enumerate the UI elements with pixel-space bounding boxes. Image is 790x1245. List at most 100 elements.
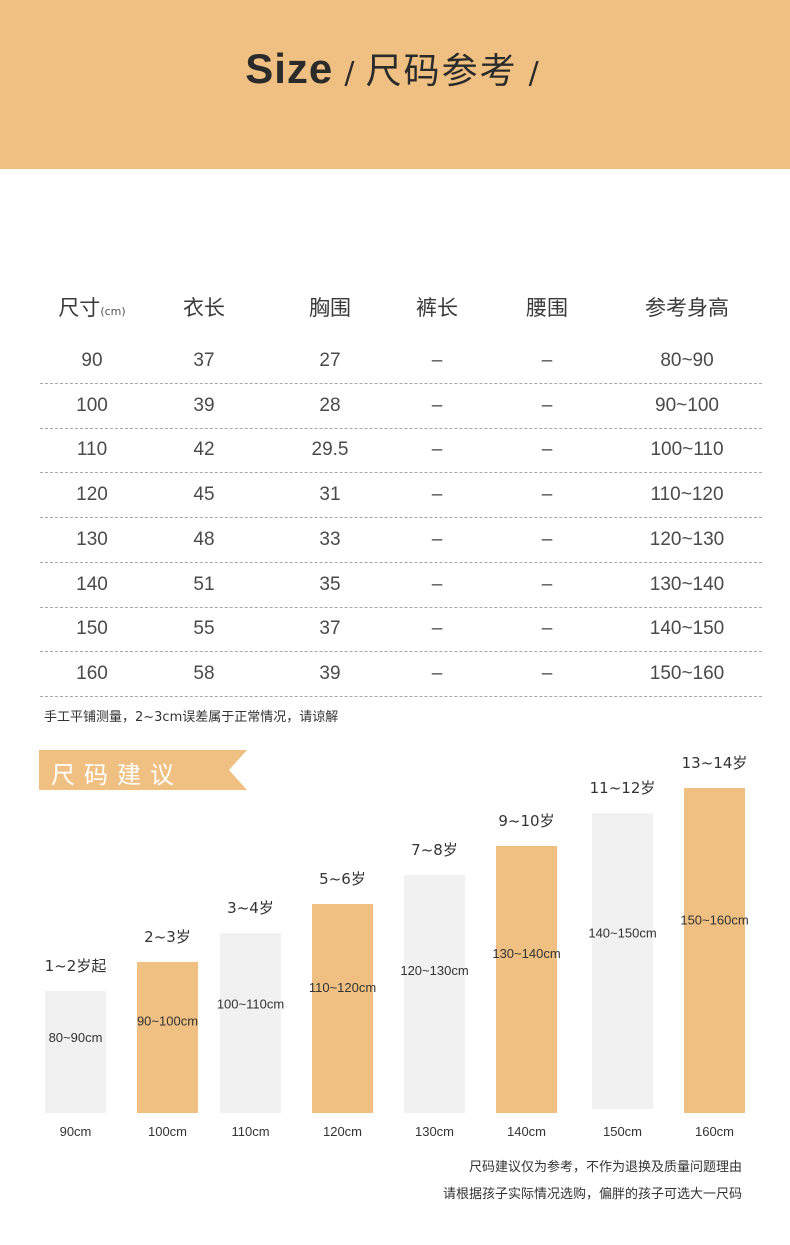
- cell-height: 120~130: [649, 528, 725, 550]
- cell-waist: –: [541, 573, 553, 595]
- suggestion-note-2: 请根据孩子实际情况选购，偏胖的孩子可选大一尺码: [442, 1187, 742, 1202]
- table-row: 150 55 37 – – 140~150: [40, 607, 762, 653]
- cell-pants-length: –: [431, 662, 443, 684]
- cell-size: 150: [76, 618, 108, 640]
- header-unit: (cm): [100, 305, 126, 318]
- title-trailing-slash: /: [528, 56, 539, 91]
- cell-waist: –: [541, 439, 553, 461]
- chart-bar: [404, 875, 465, 1113]
- x-tick-label: 160cm: [695, 1124, 734, 1139]
- chart-bar: [45, 991, 106, 1113]
- x-tick-label: 140cm: [507, 1124, 546, 1139]
- cell-length: 58: [193, 662, 215, 684]
- title-en: Size: [245, 45, 334, 92]
- header-waist: 腰围: [526, 296, 568, 320]
- header-size: 尺寸(cm): [52, 292, 132, 322]
- title-separator: /: [344, 56, 355, 91]
- table-row: 110 42 29.5 – – 100~110: [40, 428, 762, 474]
- cell-waist: –: [541, 394, 553, 416]
- header-size-label: 尺寸: [58, 296, 101, 320]
- table-row: 120 45 31 – – 110~120: [40, 473, 762, 519]
- bar-height-label: 80~90cm: [49, 1030, 103, 1045]
- cell-height: 100~110: [650, 439, 724, 461]
- header-chest: 胸围: [309, 296, 351, 320]
- cell-length: 39: [193, 394, 215, 416]
- bar-age-label: 1~2岁起: [45, 957, 107, 975]
- x-tick-label: 110cm: [231, 1124, 269, 1139]
- cell-chest: 39: [319, 662, 341, 684]
- bar-age-label: 13~14岁: [682, 754, 748, 772]
- cell-chest: 31: [319, 484, 341, 506]
- bar-age-label: 2~3岁: [144, 928, 191, 946]
- cell-size: 100: [76, 394, 108, 416]
- bar-height-label: 110~120cm: [309, 980, 376, 995]
- cell-length: 37: [193, 350, 215, 371]
- cell-pants-length: –: [431, 439, 443, 461]
- bar-age-label: 7~8岁: [411, 841, 458, 859]
- cell-chest: 33: [319, 528, 341, 550]
- cell-chest: 29.5: [311, 439, 349, 461]
- table-row: 140 51 35 – – 130~140: [40, 563, 762, 608]
- header-length: 衣长: [183, 296, 225, 320]
- cell-length: 51: [193, 573, 215, 595]
- cell-length: 55: [193, 618, 215, 640]
- bar-height-label: 150~160cm: [680, 913, 748, 928]
- cell-height: 80~90: [660, 350, 714, 371]
- cell-height: 90~100: [655, 394, 719, 416]
- cell-pants-length: –: [431, 618, 443, 640]
- chart-bar: [496, 846, 557, 1113]
- bar-height-label: 100~110cm: [217, 997, 284, 1012]
- header-band: [0, 0, 790, 169]
- cell-pants-length: –: [431, 573, 443, 595]
- cell-chest: 37: [319, 618, 341, 640]
- cell-waist: –: [541, 662, 553, 684]
- suggestion-banner: 尺码建议: [39, 750, 247, 790]
- cell-pants-length: –: [431, 394, 443, 416]
- bar-age-label: 3~4岁: [227, 899, 274, 917]
- cell-pants-length: –: [431, 528, 443, 550]
- x-tick-label: 100cm: [148, 1124, 187, 1139]
- bar-height-label: 90~100cm: [137, 1013, 198, 1028]
- bar-height-label: 140~150cm: [588, 925, 656, 940]
- header-height: 参考身高: [645, 296, 729, 320]
- banner-shape: [39, 750, 247, 790]
- table-row: 100 39 28 – – 90~100: [40, 384, 762, 429]
- cell-waist: –: [541, 350, 553, 371]
- cell-chest: 35: [319, 573, 341, 595]
- cell-size: 110: [76, 439, 108, 461]
- cell-height: 140~150: [649, 618, 725, 640]
- cell-length: 48: [193, 528, 215, 550]
- table-row: 160 58 39 – – 150~160: [40, 652, 762, 697]
- cell-pants-length: –: [431, 350, 443, 371]
- cell-size: 120: [76, 484, 108, 506]
- cell-length: 45: [193, 484, 215, 506]
- cell-chest: 27: [319, 350, 341, 371]
- cell-waist: –: [541, 528, 553, 550]
- title-zh: 尺码参考: [365, 51, 518, 92]
- header-pants-length: 裤长: [416, 296, 458, 320]
- cell-size: 160: [76, 662, 108, 684]
- cell-waist: –: [541, 618, 553, 640]
- cell-chest: 28: [319, 394, 341, 416]
- cell-height: 130~140: [649, 573, 725, 595]
- table-row: 130 48 33 – – 120~130: [40, 518, 762, 563]
- x-tick-label: 90cm: [60, 1124, 92, 1139]
- bar-height-label: 120~130cm: [400, 963, 468, 978]
- banner-label: 尺码建议: [51, 761, 183, 789]
- x-tick-label: 150cm: [603, 1124, 642, 1139]
- bar-height-label: 130~140cm: [492, 946, 560, 961]
- cell-height: 150~160: [649, 662, 725, 684]
- chart-bar: [312, 904, 373, 1113]
- bar-age-label: 9~10岁: [498, 812, 554, 830]
- cell-height: 110~120: [650, 484, 724, 506]
- table-row: 90 37 27 – – 80~90: [40, 339, 762, 384]
- chart-bar: [592, 813, 653, 1109]
- x-tick-label: 130cm: [415, 1124, 454, 1139]
- cell-size: 140: [76, 573, 108, 595]
- measure-note: 手工平铺测量，2~3cm误差属于正常情况，请谅解: [44, 710, 339, 725]
- cell-size: 90: [81, 350, 103, 371]
- cell-size: 130: [76, 528, 108, 550]
- suggestion-note-1: 尺码建议仅为参考，不作为退换及质量问题理由: [468, 1160, 742, 1175]
- cell-pants-length: –: [431, 484, 443, 506]
